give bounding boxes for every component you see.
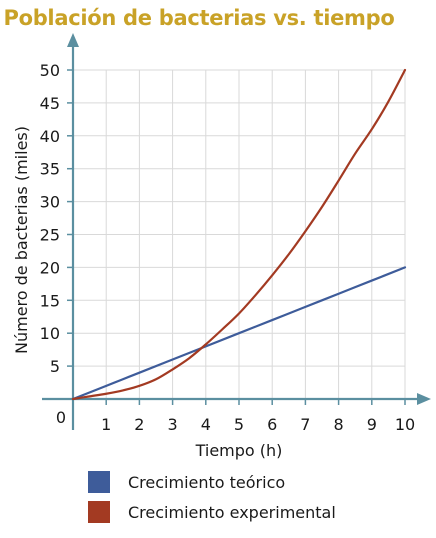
x-tick-label-5: 5 (234, 415, 244, 434)
x-tick-label-7: 7 (300, 415, 310, 434)
legend-swatch-theoretical (88, 471, 110, 493)
y-tick-label-20: 20 (40, 258, 60, 277)
grid (73, 70, 405, 399)
y-tick-label-25: 25 (40, 226, 60, 245)
legend-item-experimental: Crecimiento experimental (88, 501, 336, 523)
x-tick-label-8: 8 (334, 415, 344, 434)
y-axis-title: Número de bacterias (miles) (12, 126, 31, 354)
y-tick-label-5: 5 (50, 357, 60, 376)
x-tick-label-6: 6 (267, 415, 277, 434)
axes (42, 33, 431, 430)
legend: Crecimiento teórico Crecimiento experime… (88, 471, 336, 531)
x-tick-label-10: 10 (395, 415, 415, 434)
x-axis-title: Tiempo (h) (195, 441, 283, 460)
legend-swatch-experimental (88, 501, 110, 523)
y-tick-label-15: 15 (40, 291, 60, 310)
y-tick-label-10: 10 (40, 324, 60, 343)
origin-label: 0 (56, 408, 66, 427)
legend-item-theoretical: Crecimiento teórico (88, 471, 336, 493)
y-axis-arrow (67, 33, 79, 47)
x-axis-arrow (417, 393, 431, 405)
y-tick-label-50: 50 (40, 61, 60, 80)
x-tick-label-9: 9 (367, 415, 377, 434)
x-tick-label-4: 4 (201, 415, 211, 434)
x-tick-label-1: 1 (101, 415, 111, 434)
y-tick-label-40: 40 (40, 127, 60, 146)
y-tick-label-45: 45 (40, 94, 60, 113)
legend-label-theoretical: Crecimiento teórico (128, 473, 285, 492)
x-tick-label-3: 3 (168, 415, 178, 434)
y-tick-label-35: 35 (40, 160, 60, 179)
y-tick-label-30: 30 (40, 193, 60, 212)
legend-label-experimental: Crecimiento experimental (128, 503, 336, 522)
x-tick-label-2: 2 (134, 415, 144, 434)
